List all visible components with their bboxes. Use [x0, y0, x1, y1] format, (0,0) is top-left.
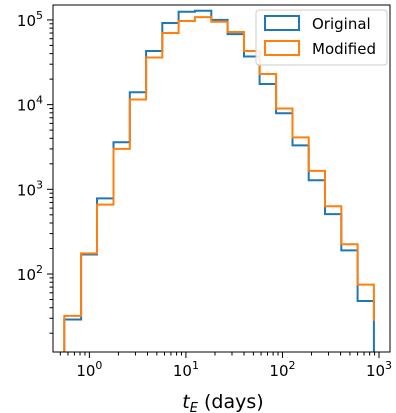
legend: Original Modified [255, 9, 388, 66]
legend-label-original: Original [312, 15, 371, 33]
y-tick-label: 103 [17, 178, 43, 199]
x-axis-label-rest: (days) [198, 391, 264, 413]
x-axis-label-sub: E [190, 401, 199, 413]
y-tick-label: 102 [17, 263, 43, 284]
y-tick-label: 104 [17, 94, 43, 115]
series-modified-step [63, 16, 375, 352]
series-layer [63, 9, 375, 352]
ticks-layer: 100 101 102 103 102 103 104 105 [17, 9, 392, 380]
legend-label-modified: Modified [312, 40, 376, 58]
legend-swatch-original [264, 15, 300, 31]
x-tick-label: 102 [269, 359, 295, 380]
x-tick-label: 101 [173, 359, 199, 380]
x-tick-label: 100 [76, 359, 102, 380]
y-tick-label: 105 [17, 9, 43, 30]
legend-swatch-modified [264, 40, 300, 56]
x-axis-label: tE (days) [182, 391, 263, 413]
plot-frame [52, 4, 391, 353]
x-tick-label: 103 [366, 359, 392, 380]
legend-box [255, 9, 388, 66]
x-axis-label-var: t [182, 391, 191, 413]
